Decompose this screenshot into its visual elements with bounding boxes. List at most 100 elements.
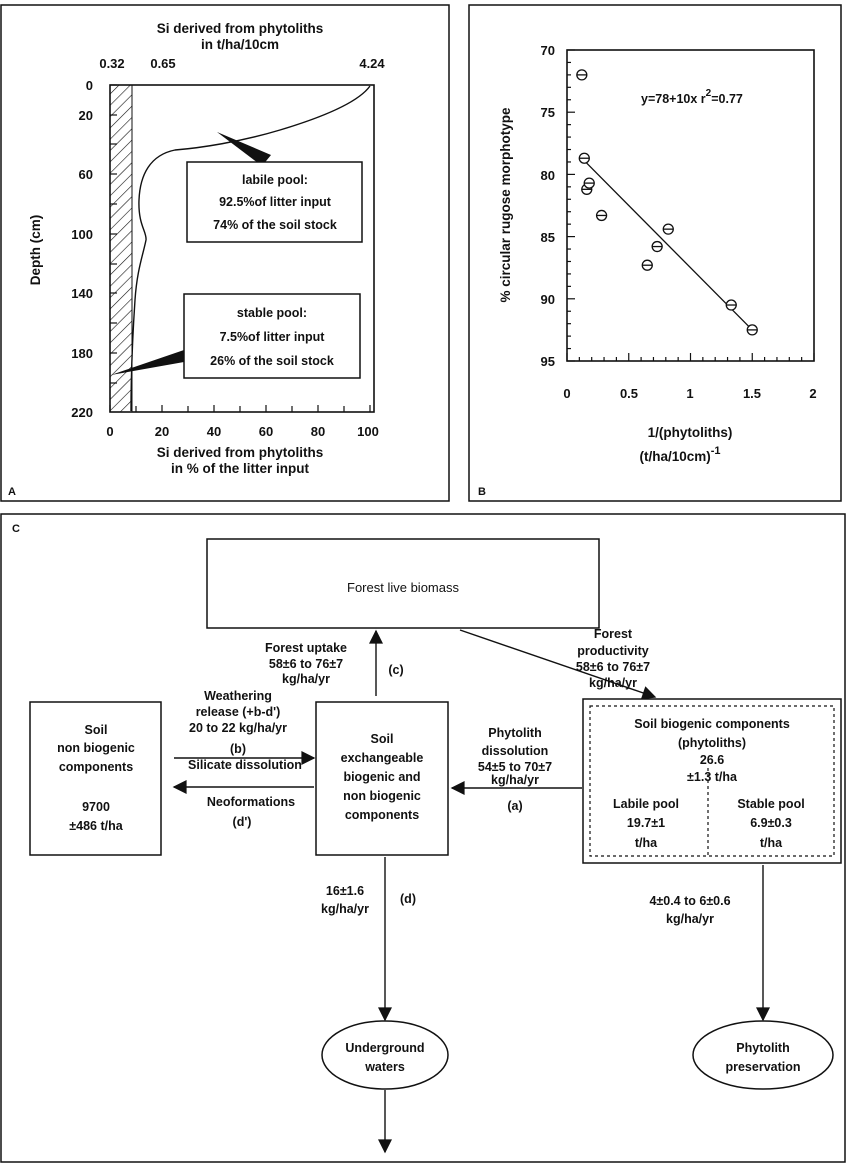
panel-a-top-label-1: Si derived from phytoliths bbox=[157, 21, 324, 36]
preservation-line-2: preservation bbox=[725, 1060, 800, 1074]
neoformations-label: Neoformations bbox=[207, 795, 295, 809]
top-tick-4.24: 4.24 bbox=[359, 56, 385, 71]
stable-pool-hatched-band bbox=[109, 84, 133, 413]
stable-line-2: 7.5%of litter input bbox=[220, 330, 326, 344]
exch-line-1: Soil bbox=[371, 732, 394, 746]
panel-a-letter: A bbox=[8, 486, 16, 498]
productivity-line-4: kg/ha/yr bbox=[589, 676, 637, 690]
uptake-line-2: 58±6 to 76±7 bbox=[269, 657, 343, 671]
panel-c-letter: C bbox=[12, 523, 20, 535]
panel-b-x-tick-labels: 0 0.5 1 1.5 2 bbox=[563, 386, 816, 401]
panel-a-bottom-label-2: in % of the litter input bbox=[171, 461, 309, 476]
leach-line-2: kg/ha/yr bbox=[321, 902, 369, 916]
preservation-flux-1: 4±0.4 to 6±0.6 bbox=[649, 894, 730, 908]
preservation-flux-2: kg/ha/yr bbox=[666, 912, 714, 926]
panel-b-letter: B bbox=[478, 486, 486, 498]
forest-productivity-arrow bbox=[459, 629, 657, 700]
underground-waters-ellipse bbox=[321, 1020, 449, 1090]
x-tick-100: 100 bbox=[357, 424, 379, 439]
stable-pool-text: stable pool: 7.5%of litter input 26% of … bbox=[210, 306, 334, 368]
dissolution-line-2: dissolution bbox=[482, 744, 549, 758]
scatter-point bbox=[662, 223, 674, 235]
labile-line-3: 74% of the soil stock bbox=[213, 218, 337, 232]
snb-line-2: non biogenic bbox=[57, 741, 135, 755]
productivity-line-3: 58±6 to 76±7 bbox=[576, 660, 650, 674]
snb-line-1: Soil bbox=[85, 723, 108, 737]
stable-pool-value: 6.9±0.3 bbox=[750, 816, 792, 830]
productivity-line-1: Forest bbox=[594, 627, 633, 641]
phytolith-profile-curve bbox=[130, 85, 371, 412]
weathering-line-3: 20 to 22 kg/ha/yr bbox=[189, 721, 287, 735]
panel-c: C Forest live biomass Soil non biogenic … bbox=[0, 513, 846, 1163]
y-tick-140: 140 bbox=[71, 286, 93, 301]
panel-b-y-label: % circular rugose morphotype bbox=[498, 107, 513, 303]
regression-line bbox=[581, 157, 753, 331]
panel-b-x-label-1: 1/(phytoliths) bbox=[648, 425, 733, 440]
scatter-point bbox=[725, 299, 737, 311]
panel-a-top-label-2: in t/ha/10cm bbox=[201, 37, 279, 52]
snb-error: ±486 t/ha bbox=[69, 819, 123, 833]
underground-line-2: waters bbox=[364, 1060, 405, 1074]
y-tick-220: 220 bbox=[71, 405, 93, 420]
soil-exchangeable-box bbox=[315, 701, 449, 856]
panel-b-x-ticks bbox=[566, 353, 815, 361]
bio-total: 26.6 bbox=[700, 753, 724, 767]
panel-b-y-ticks bbox=[567, 49, 575, 362]
stable-pool-title: Stable pool bbox=[737, 797, 804, 811]
leach-line-1: 16±1.6 bbox=[326, 884, 364, 898]
snb-line-3: components bbox=[59, 760, 133, 774]
stable-pool-unit: t/ha bbox=[760, 836, 783, 850]
preservation-line-1: Phytolith bbox=[736, 1041, 789, 1055]
labile-pool-title: Labile pool bbox=[613, 797, 679, 811]
labile-pool-box bbox=[186, 161, 363, 243]
panel-a: A Si derived from phytoliths in t/ha/10c… bbox=[0, 4, 450, 502]
labile-leader-wedge bbox=[217, 132, 271, 166]
weathering-tag: (b) bbox=[230, 742, 246, 756]
top-tick-0.65: 0.65 bbox=[150, 56, 175, 71]
equation-main: y=78+10x r bbox=[641, 92, 706, 106]
equation-tail: =0.77 bbox=[711, 92, 743, 106]
x-tick-0: 0 bbox=[106, 424, 113, 439]
x-tick-20: 20 bbox=[155, 424, 169, 439]
panel-a-x-ticks bbox=[109, 405, 371, 412]
labile-pool-text: labile pool: 92.5%of litter input 74% of… bbox=[213, 173, 337, 232]
panel-b-frame bbox=[468, 4, 842, 502]
panel-a-x-tick-labels: 0 20 40 60 80 100 bbox=[106, 424, 378, 439]
leach-tag: (d) bbox=[400, 892, 416, 906]
exch-line-4: non biogenic bbox=[343, 789, 421, 803]
x-tick-40: 40 bbox=[207, 424, 221, 439]
soil-non-biogenic-text: Soil non biogenic components 9700 ±486 t… bbox=[57, 723, 135, 833]
b-y-tick-70: 70 bbox=[541, 43, 555, 58]
silicate-dissolution-label: Silicate dissolution bbox=[188, 758, 302, 772]
panel-a-y-ticks bbox=[110, 84, 117, 384]
x-tick-80: 80 bbox=[311, 424, 325, 439]
labile-line-2: 92.5%of litter input bbox=[219, 195, 332, 209]
y-tick-100: 100 bbox=[71, 227, 93, 242]
flux-labels: Forest uptake 58±6 to 76±7 kg/ha/yr (c) … bbox=[188, 627, 731, 926]
underground-line-1: Underground bbox=[345, 1041, 424, 1055]
labile-pool-value: 19.7±1 bbox=[627, 816, 665, 830]
soil-non-biogenic-box bbox=[29, 701, 162, 856]
dissolution-line-1: Phytolith bbox=[488, 726, 541, 740]
panel-a-y-label: Depth (cm) bbox=[28, 215, 43, 286]
b-y-tick-90: 90 bbox=[541, 292, 555, 307]
exch-line-3: biogenic and bbox=[343, 770, 420, 784]
regression-equation: y=78+10x r2=0.77 bbox=[641, 88, 743, 106]
soil-biogenic-outer-box bbox=[582, 698, 842, 864]
panel-b-x-label-units: (t/ha/10cm) bbox=[639, 449, 710, 464]
scatter-point bbox=[595, 209, 608, 222]
scatter-point bbox=[576, 69, 588, 81]
b-x-tick-1.5: 1.5 bbox=[743, 386, 761, 401]
exch-line-2: exchangeable bbox=[341, 751, 424, 765]
neoformations-tag: (d') bbox=[233, 815, 252, 829]
b-x-tick-2: 2 bbox=[809, 386, 816, 401]
dissolution-line-4: kg/ha/yr bbox=[491, 773, 539, 787]
uptake-line-1: Forest uptake bbox=[265, 641, 347, 655]
x-tick-60: 60 bbox=[259, 424, 273, 439]
uptake-tag: (c) bbox=[388, 663, 403, 677]
b-y-tick-95: 95 bbox=[541, 354, 555, 369]
soil-biogenic-text: Soil biogenic components (phytoliths) 26… bbox=[613, 717, 805, 850]
scatter-point bbox=[746, 324, 758, 336]
scatter-point bbox=[651, 240, 663, 253]
